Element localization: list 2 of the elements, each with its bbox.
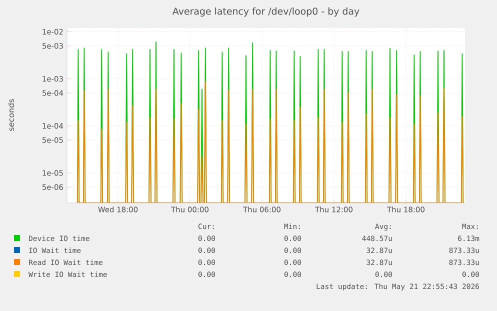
line-series [76, 81, 464, 204]
chart-title: Average latency for /dev/loop0 - by day [172, 7, 360, 17]
